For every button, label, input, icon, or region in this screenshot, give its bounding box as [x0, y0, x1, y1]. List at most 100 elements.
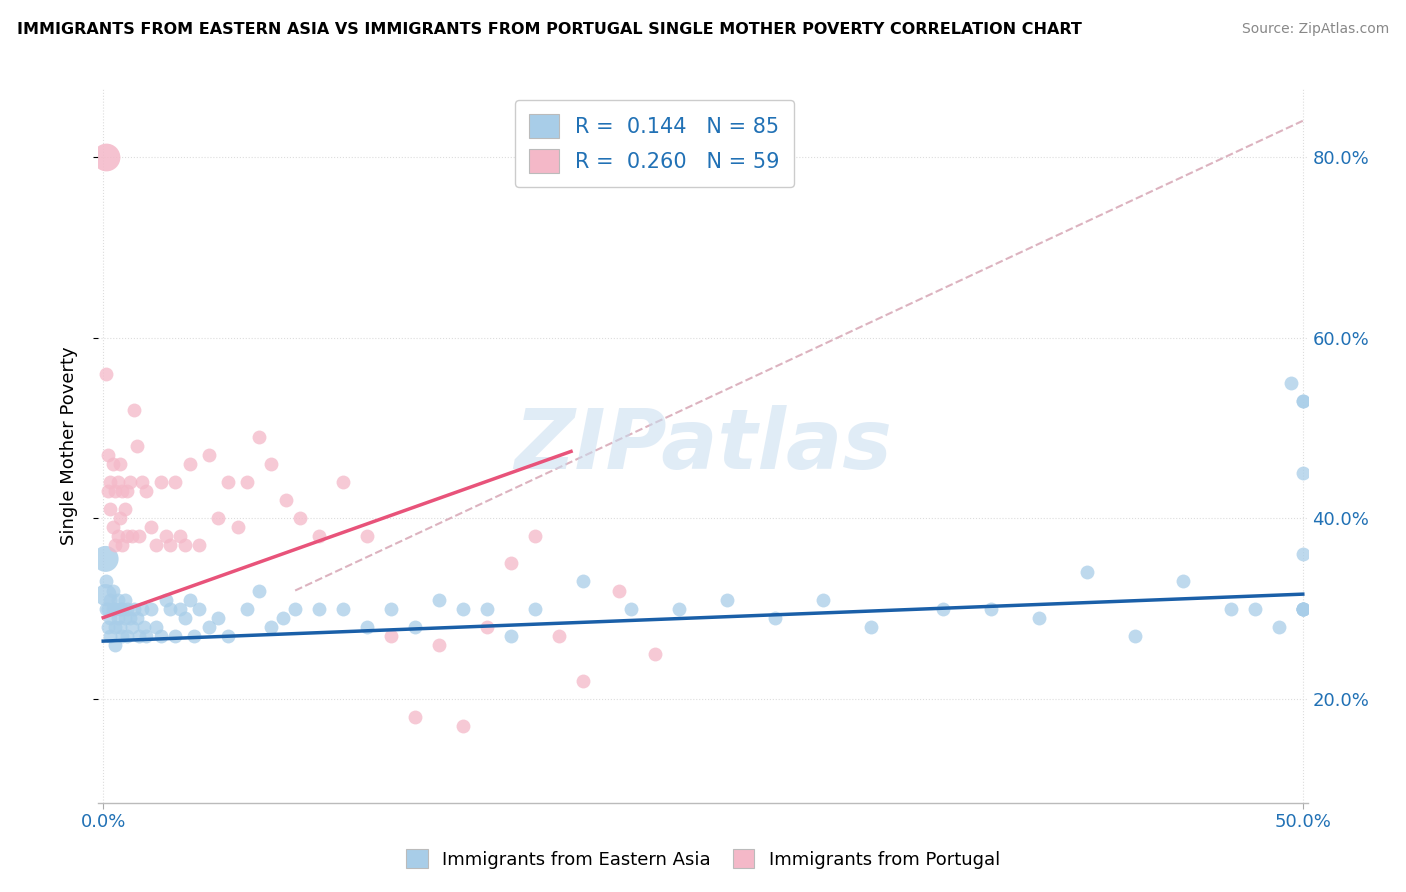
Point	[197, 620, 219, 634]
Point	[111, 538, 134, 552]
Point	[94, 150, 117, 164]
Point	[165, 629, 187, 643]
Point	[1219, 601, 1241, 615]
Point	[260, 457, 283, 471]
Point	[217, 475, 239, 490]
Point	[207, 511, 229, 525]
Point	[100, 475, 122, 490]
Point	[128, 529, 150, 543]
Point	[114, 502, 136, 516]
Point	[115, 601, 138, 615]
Point	[380, 629, 402, 643]
Point	[115, 529, 138, 543]
Point	[271, 610, 294, 624]
Point	[108, 511, 131, 525]
Point	[97, 484, 120, 499]
Point	[427, 592, 450, 607]
Point	[132, 620, 155, 634]
Point	[159, 601, 181, 615]
Point	[101, 601, 124, 615]
Point	[524, 601, 547, 615]
Point	[716, 592, 738, 607]
Point	[332, 475, 354, 490]
Point	[159, 538, 181, 552]
Point	[197, 448, 219, 462]
Point	[100, 629, 122, 643]
Point	[141, 520, 163, 534]
Point	[121, 620, 143, 634]
Point	[155, 529, 177, 543]
Point	[114, 610, 136, 624]
Point	[107, 529, 129, 543]
Point	[308, 601, 330, 615]
Point	[1292, 601, 1315, 615]
Point	[135, 484, 157, 499]
Point	[94, 588, 117, 602]
Legend: Immigrants from Eastern Asia, Immigrants from Portugal: Immigrants from Eastern Asia, Immigrants…	[399, 842, 1007, 876]
Point	[104, 538, 127, 552]
Point	[101, 520, 124, 534]
Point	[94, 552, 117, 566]
Point	[111, 601, 134, 615]
Point	[104, 620, 127, 634]
Point	[332, 601, 354, 615]
Point	[644, 647, 666, 661]
Point	[572, 574, 595, 589]
Point	[1292, 601, 1315, 615]
Point	[121, 529, 143, 543]
Point	[308, 529, 330, 543]
Point	[226, 520, 249, 534]
Point	[115, 629, 138, 643]
Point	[284, 601, 307, 615]
Point	[572, 673, 595, 688]
Point	[107, 475, 129, 490]
Point	[179, 592, 201, 607]
Point	[111, 629, 134, 643]
Point	[94, 601, 117, 615]
Point	[188, 538, 211, 552]
Point	[141, 601, 163, 615]
Point	[1292, 393, 1315, 408]
Point	[1243, 601, 1265, 615]
Text: Source: ZipAtlas.com: Source: ZipAtlas.com	[1241, 22, 1389, 37]
Point	[236, 475, 259, 490]
Point	[1279, 376, 1302, 390]
Point	[94, 367, 117, 381]
Point	[100, 502, 122, 516]
Point	[859, 620, 882, 634]
Point	[101, 457, 124, 471]
Point	[100, 610, 122, 624]
Point	[188, 601, 211, 615]
Y-axis label: Single Mother Poverty: Single Mother Poverty	[59, 347, 77, 545]
Point	[475, 620, 498, 634]
Point	[274, 493, 297, 508]
Point	[145, 620, 167, 634]
Point	[104, 484, 127, 499]
Point	[108, 457, 131, 471]
Point	[1028, 610, 1050, 624]
Point	[524, 529, 547, 543]
Text: IMMIGRANTS FROM EASTERN ASIA VS IMMIGRANTS FROM PORTUGAL SINGLE MOTHER POVERTY C: IMMIGRANTS FROM EASTERN ASIA VS IMMIGRAN…	[17, 22, 1081, 37]
Point	[169, 529, 191, 543]
Point	[451, 719, 474, 733]
Point	[128, 629, 150, 643]
Point	[135, 629, 157, 643]
Point	[173, 610, 195, 624]
Point	[217, 629, 239, 643]
Point	[1292, 548, 1315, 562]
Point	[104, 638, 127, 652]
Point	[131, 601, 153, 615]
Point	[668, 601, 690, 615]
Point	[104, 601, 127, 615]
Point	[155, 592, 177, 607]
Legend: R =  0.144   N = 85, R =  0.260   N = 59: R = 0.144 N = 85, R = 0.260 N = 59	[515, 100, 794, 187]
Point	[207, 610, 229, 624]
Point	[247, 430, 270, 444]
Point	[101, 583, 124, 598]
Point	[475, 601, 498, 615]
Point	[108, 601, 131, 615]
Point	[115, 484, 138, 499]
Point	[1292, 601, 1315, 615]
Point	[100, 592, 122, 607]
Point	[1292, 601, 1315, 615]
